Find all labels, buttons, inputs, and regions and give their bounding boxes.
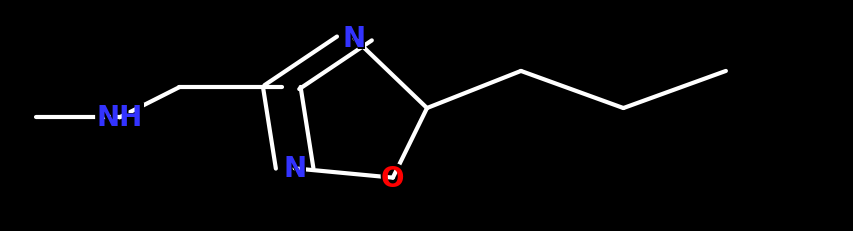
Text: O: O: [378, 161, 407, 194]
Text: O: O: [380, 164, 404, 192]
Text: N: N: [282, 155, 306, 182]
Text: NH: NH: [96, 104, 142, 132]
Text: N: N: [342, 25, 366, 53]
Text: NH: NH: [91, 101, 148, 134]
Text: N: N: [340, 23, 368, 56]
Text: N: N: [281, 152, 308, 185]
